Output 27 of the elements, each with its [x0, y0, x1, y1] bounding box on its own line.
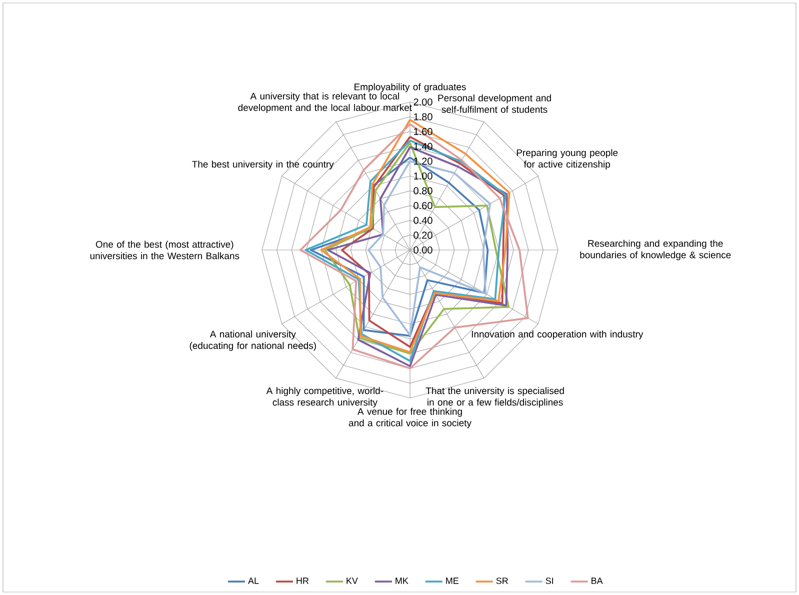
spoke-label: A highly competitive, world-class research university [266, 387, 384, 408]
legend-label: SR [496, 578, 508, 584]
y-tick-label: 1.20 [414, 158, 432, 165]
y-tick-label: 0.40 [414, 216, 432, 224]
y-tick-label: 0.60 [414, 202, 432, 210]
spoke-label: Innovation and cooperation with industry [472, 330, 644, 340]
spoke-label: That the university is specialised in one or a few fields/disciplines [426, 387, 564, 408]
y-tick-label: 1.80 [414, 113, 432, 120]
spoke-label: Personal development and self-fulfilment of students [438, 94, 551, 113]
spoke-label: The best university in the country [192, 160, 334, 170]
spoke-label: A venue for free thinking and a critical voice in society [348, 408, 472, 428]
legend-label: HR [296, 578, 309, 584]
legend-label: MK [396, 578, 408, 584]
y-tick-label: 2.00 [414, 98, 432, 106]
legend-label: BA [592, 578, 603, 584]
y-tick-label: 0.00 [414, 246, 432, 254]
y-tick-label: 0.20 [414, 232, 432, 239]
spoke-label: A national university (educating for national needs) [190, 330, 316, 351]
legend-label: ME [446, 578, 459, 584]
spoke-label: Preparing young people for active citizenship [516, 149, 618, 170]
legend-label: SI [546, 578, 554, 584]
legend-label: AL [248, 578, 259, 584]
spoke-label: A university that is relevant to local development and the local labour market [238, 92, 412, 113]
legend-label: KV [346, 578, 358, 584]
spoke-label: Researching and expanding the boundaries of knowledge & science [580, 240, 731, 260]
spoke-label: Employability of graduates [354, 83, 466, 92]
spoke-label: One of the best (most attractive) universities in the Western Balkans [90, 240, 240, 260]
